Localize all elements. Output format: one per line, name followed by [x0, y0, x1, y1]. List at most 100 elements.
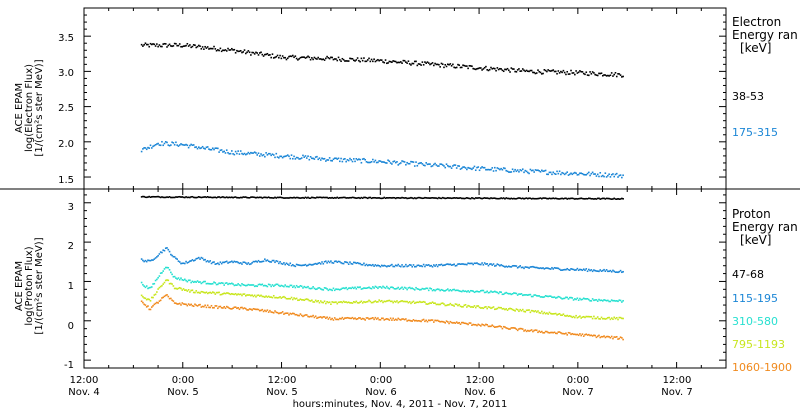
data-point	[384, 265, 387, 267]
data-point	[173, 42, 176, 45]
data-point	[148, 286, 151, 289]
electron-ytick-label: 3.0	[58, 68, 74, 79]
data-point	[402, 265, 405, 268]
data-point	[453, 321, 455, 324]
data-point	[225, 149, 228, 151]
data-point	[241, 306, 243, 309]
data-point	[185, 279, 187, 282]
data-point	[593, 198, 595, 200]
data-point	[199, 303, 201, 306]
data-point	[532, 295, 534, 298]
data-point	[307, 55, 309, 58]
data-point	[575, 197, 577, 200]
data-point	[274, 284, 276, 286]
data-point	[157, 195, 159, 198]
data-point	[549, 331, 552, 334]
data-point	[251, 152, 253, 154]
data-point	[271, 284, 274, 286]
data-point	[516, 197, 519, 200]
data-point	[187, 146, 190, 149]
data-point	[181, 302, 184, 304]
data-point	[416, 320, 419, 322]
data-point	[618, 198, 621, 200]
data-point	[408, 286, 411, 289]
data-point	[450, 321, 453, 324]
data-point	[217, 307, 219, 310]
data-point	[459, 197, 462, 199]
data-point	[471, 306, 473, 308]
data-point	[161, 251, 163, 254]
data-point	[607, 316, 609, 319]
data-point	[222, 293, 224, 295]
data-point	[487, 264, 490, 267]
data-point	[318, 301, 321, 304]
data-point	[323, 157, 326, 160]
data-point	[441, 63, 444, 66]
data-point	[483, 262, 486, 264]
data-point	[173, 275, 176, 278]
data-point	[205, 282, 208, 285]
data-point	[557, 70, 560, 72]
data-point	[197, 44, 200, 47]
data-point	[570, 197, 572, 200]
data-point	[302, 299, 304, 301]
data-point	[485, 168, 487, 171]
data-point	[318, 287, 321, 289]
data-point	[228, 292, 231, 295]
data-point	[229, 152, 232, 155]
data-point	[589, 197, 591, 200]
data-point	[157, 302, 159, 304]
data-point	[511, 327, 514, 329]
data-point	[445, 289, 448, 291]
data-point	[490, 263, 492, 265]
data-point	[244, 307, 247, 310]
data-point	[610, 270, 613, 273]
data-point	[356, 301, 359, 304]
data-point	[420, 320, 422, 323]
xtick-day-label: Nov. 7	[661, 387, 692, 398]
data-point	[248, 284, 251, 286]
data-point	[363, 196, 365, 199]
data-point	[178, 195, 181, 198]
data-point	[544, 294, 547, 297]
data-point	[551, 173, 553, 176]
data-point	[369, 196, 372, 199]
data-point	[354, 60, 356, 62]
data-point	[530, 329, 533, 331]
data-point	[167, 144, 170, 146]
data-point	[199, 196, 201, 199]
proton-legend-title-1: Proton	[732, 207, 771, 221]
data-point	[410, 196, 412, 199]
data-point	[189, 291, 191, 293]
data-point	[365, 196, 368, 199]
data-point	[386, 285, 388, 288]
data-point	[466, 168, 468, 171]
data-point	[459, 305, 462, 308]
data-point	[539, 312, 542, 314]
data-point	[228, 307, 231, 310]
data-point	[464, 263, 467, 266]
data-point	[446, 197, 449, 199]
data-point	[546, 295, 548, 298]
data-point	[172, 45, 175, 47]
data-point	[581, 298, 584, 301]
data-point	[339, 196, 341, 199]
data-point	[366, 300, 369, 303]
data-point	[177, 287, 180, 290]
data-point	[363, 300, 365, 303]
data-point	[368, 57, 370, 60]
data-point	[594, 317, 596, 320]
data-point	[546, 197, 548, 200]
data-point	[208, 196, 210, 199]
data-point	[300, 56, 303, 59]
data-point	[571, 173, 574, 176]
data-point	[389, 286, 392, 289]
data-point	[436, 303, 439, 306]
data-point	[572, 299, 575, 301]
data-point	[514, 327, 516, 329]
data-point	[275, 197, 278, 199]
data-point	[448, 197, 450, 199]
data-point	[413, 319, 416, 322]
data-point	[580, 298, 582, 301]
data-point	[600, 299, 603, 302]
